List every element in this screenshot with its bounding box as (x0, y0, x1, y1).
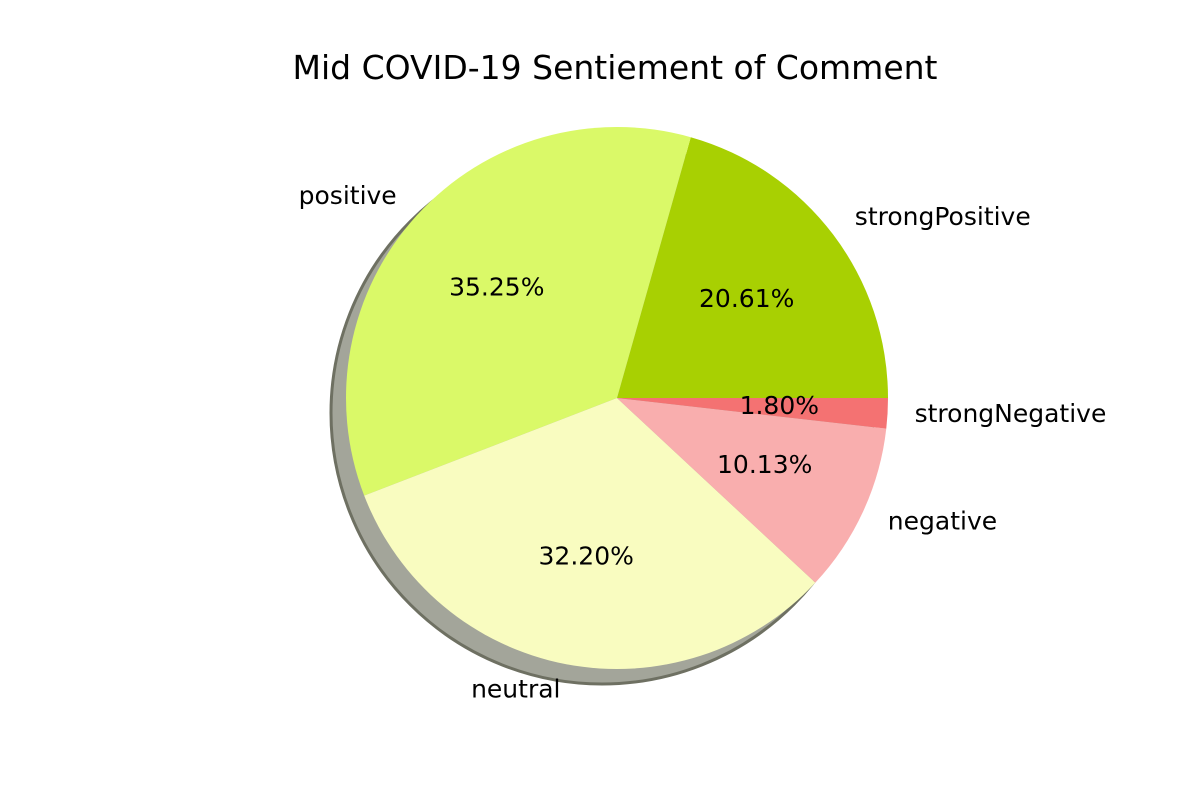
pie-pct-label-strongPositive: 20.61% (699, 284, 794, 313)
pie-pct-label-strongNegative: 1.80% (740, 391, 819, 420)
pie-pct-label-neutral: 32.20% (539, 542, 634, 571)
pie-slice-strongNegative (617, 398, 888, 429)
pie-slice-negative (617, 398, 887, 583)
pie-category-label-positive: positive (299, 181, 397, 210)
pie-pct-label-positive: 35.25% (449, 273, 544, 302)
chart-title: Mid COVID-19 Sentiement of Comment (292, 48, 938, 87)
pie-slice-strongPositive (617, 137, 888, 399)
pie-slice-neutral (364, 398, 816, 669)
pie-slice-positive (346, 126, 691, 496)
pie-pct-label-negative: 10.13% (717, 450, 812, 479)
pie-category-label-strongNegative: strongNegative (915, 399, 1107, 428)
pie-category-label-negative: negative (888, 507, 997, 536)
pie-category-label-strongPositive: strongPositive (855, 202, 1031, 231)
pie-category-label-neutral: neutral (471, 675, 560, 704)
